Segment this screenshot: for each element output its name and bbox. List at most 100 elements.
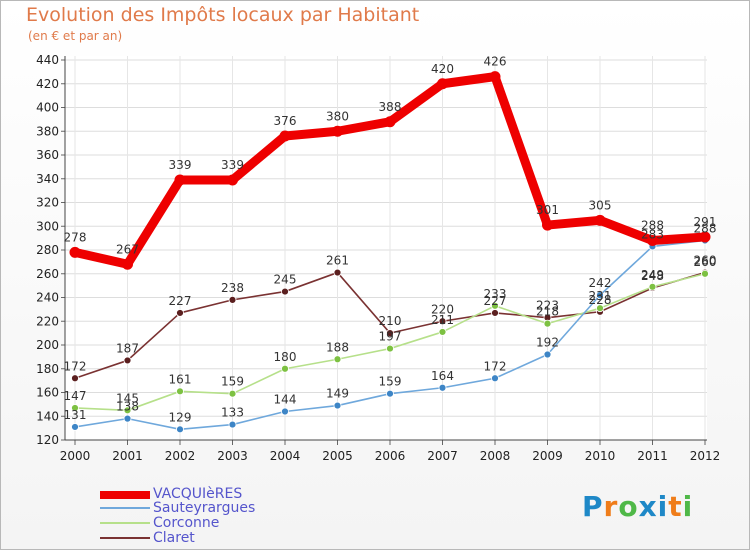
- y-tick-label: 340: [36, 172, 59, 186]
- data-point: [281, 364, 289, 373]
- data-point: [228, 295, 237, 304]
- data-point: [489, 71, 501, 83]
- x-tick-label: 2012: [690, 449, 721, 463]
- data-point: [437, 78, 448, 90]
- data-label: 260: [694, 254, 717, 268]
- data-label: 172: [64, 359, 87, 373]
- data-label: 188: [326, 340, 349, 354]
- data-label: 210: [379, 314, 402, 328]
- data-point: [542, 219, 553, 231]
- data-label: 144: [274, 393, 297, 407]
- data-label: 248: [641, 269, 664, 283]
- x-tick-label: 2008: [480, 449, 511, 463]
- data-label: 220: [431, 302, 454, 316]
- data-label: 291: [694, 215, 717, 229]
- data-point: [596, 304, 604, 313]
- logo-letter: o: [618, 490, 639, 523]
- data-point: [174, 174, 186, 186]
- data-point: [491, 309, 499, 317]
- data-point: [333, 401, 342, 410]
- data-point: [596, 291, 604, 300]
- logo-letter: t: [668, 490, 683, 523]
- data-label: 233: [484, 287, 507, 301]
- data-label: 376: [274, 114, 297, 128]
- chart-subtitle: (en € et par an): [28, 29, 123, 43]
- legend-label-vacquieres: VACQUIèRES: [153, 486, 243, 502]
- y-tick-label: 140: [36, 409, 59, 423]
- data-label: 267: [116, 242, 139, 256]
- x-tick-label: 2004: [270, 449, 301, 463]
- data-label: 228: [589, 293, 612, 307]
- y-tick-label: 420: [36, 77, 59, 91]
- y-tick-label: 280: [36, 243, 59, 257]
- data-label: 211: [431, 313, 454, 327]
- data-label: 197: [379, 330, 402, 344]
- series-2: [71, 269, 709, 415]
- data-label: 420: [431, 62, 454, 76]
- data-label: 305: [589, 198, 612, 212]
- data-point: [71, 423, 79, 431]
- legend-swatch-vacquieres: [100, 491, 150, 499]
- x-tick-label: 2010: [585, 449, 616, 463]
- data-point: [123, 406, 132, 415]
- y-tick-label: 220: [36, 314, 59, 328]
- legend-swatch-corconne: [100, 522, 150, 524]
- data-point: [176, 387, 184, 396]
- data-label: 161: [169, 372, 192, 386]
- data-label: 131: [64, 408, 87, 422]
- data-label: 129: [169, 410, 192, 424]
- data-point: [69, 246, 81, 258]
- y-tick-label: 320: [36, 196, 59, 210]
- data-label: 145: [116, 391, 139, 405]
- data-point: [491, 301, 499, 310]
- y-tick-label: 120: [36, 433, 59, 447]
- legend-item-vacquieres: VACQUIèRES: [100, 486, 400, 502]
- legend-item-sauteyrargues: Sauteyrargues: [100, 500, 400, 516]
- y-tick-label: 160: [36, 386, 59, 400]
- data-point: [227, 174, 238, 186]
- data-label: 238: [221, 281, 244, 295]
- data-label: 227: [169, 294, 192, 308]
- data-point: [228, 389, 237, 398]
- data-point: [123, 414, 132, 423]
- data-point: [281, 407, 289, 416]
- data-label: 227: [484, 294, 507, 308]
- y-tick-label: 400: [36, 101, 59, 115]
- data-label: 301: [536, 203, 559, 217]
- data-label: 380: [326, 109, 349, 123]
- data-point: [594, 214, 606, 226]
- legend-label-corconne: Corconne: [153, 515, 220, 531]
- data-point: [281, 287, 289, 296]
- legend-item-claret: Claret: [100, 530, 400, 546]
- data-label: 164: [431, 369, 454, 383]
- data-point: [333, 268, 342, 277]
- data-point: [438, 328, 447, 336]
- data-label: 278: [64, 230, 87, 244]
- data-label: 138: [116, 400, 139, 414]
- x-tick-label: 2011: [637, 449, 668, 463]
- y-tick-label: 300: [36, 219, 59, 233]
- data-point: [176, 425, 184, 434]
- data-point: [647, 235, 658, 246]
- data-label: 242: [589, 276, 612, 290]
- data-label: 388: [379, 100, 402, 114]
- data-point: [543, 350, 552, 359]
- x-tick-label: 2009: [532, 449, 563, 463]
- data-label: 218: [536, 305, 559, 319]
- data-point: [491, 374, 499, 383]
- data-label: 149: [326, 387, 349, 401]
- data-point: [228, 420, 237, 429]
- data-label: 172: [484, 359, 507, 373]
- logo-letter: P: [582, 490, 604, 523]
- data-point: [438, 383, 447, 392]
- x-tick-label: 2000: [60, 449, 91, 463]
- y-tick-label: 440: [36, 53, 59, 67]
- data-label: 261: [326, 254, 349, 268]
- x-tick-label: 2001: [112, 449, 143, 463]
- data-point: [122, 258, 133, 270]
- data-label: 192: [536, 336, 559, 350]
- y-tick-label: 200: [36, 338, 59, 352]
- x-tick-label: 2005: [322, 449, 353, 463]
- data-label: 283: [641, 227, 664, 241]
